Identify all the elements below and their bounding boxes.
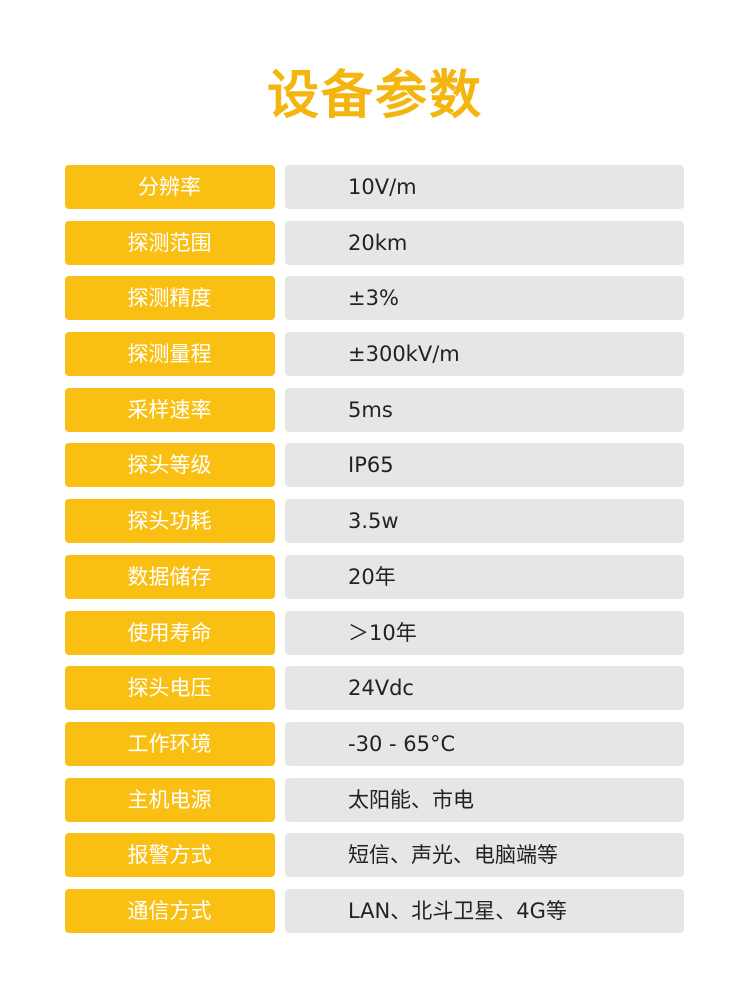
param-value: 3.5w (285, 499, 684, 544)
param-value: -30 - 65°C (285, 721, 684, 766)
param-label: 工作环境 (65, 721, 275, 766)
param-row: 主机电源 太阳能、市电 (65, 777, 685, 822)
param-row: 探测范围 20km (65, 220, 685, 265)
param-row: 探测精度 ±3% (65, 276, 685, 321)
param-label: 主机电源 (65, 777, 275, 822)
param-label: 探头电压 (65, 666, 275, 711)
param-label: 通信方式 (65, 888, 275, 933)
param-value: ±3% (285, 276, 684, 321)
params-table: 分辨率 10V/m 探测范围 20km 探测精度 ±3% 探测量程 ±300kV/m 采样速率 5… (65, 165, 685, 945)
param-row: 通信方式 LAN、北斗卫星、4G等 (65, 888, 685, 933)
param-label: 探测精度 (65, 276, 275, 321)
param-label: 采样速率 (65, 387, 275, 432)
param-label: 探头功耗 (65, 499, 275, 544)
param-value: 20年 (285, 554, 684, 599)
param-row: 报警方式 短信、声光、电脑端等 (65, 833, 685, 878)
param-label: 报警方式 (65, 833, 275, 878)
param-value: 5ms (285, 387, 684, 432)
param-label: 分辨率 (65, 165, 275, 209)
param-value: 短信、声光、电脑端等 (285, 833, 684, 878)
param-value: IP65 (285, 443, 684, 488)
param-value: 太阳能、市电 (285, 777, 684, 822)
page-title: 设备参数 (266, 66, 483, 126)
param-row: 采样速率 5ms (65, 387, 685, 432)
param-row: 探头等级 IP65 (65, 443, 685, 488)
param-row: 数据储存 20年 (65, 554, 685, 599)
param-value: 20km (285, 220, 684, 265)
param-value: ＞10年 (285, 610, 684, 655)
param-row: 探头电压 24Vdc (65, 666, 685, 711)
param-label: 探测范围 (65, 220, 275, 265)
param-row: 探头功耗 3.5w (65, 499, 685, 544)
param-value: 24Vdc (285, 666, 684, 711)
param-row: 探测量程 ±300kV/m (65, 332, 685, 377)
param-row: 使用寿命 ＞10年 (65, 610, 685, 655)
param-row: 分辨率 10V/m (65, 165, 685, 209)
param-row: 工作环境 -30 - 65°C (65, 721, 685, 766)
param-label: 探头等级 (65, 443, 275, 488)
param-label: 探测量程 (65, 332, 275, 377)
param-value: 10V/m (285, 165, 684, 209)
param-label: 使用寿命 (65, 610, 275, 655)
param-value: ±300kV/m (285, 332, 684, 377)
param-label: 数据储存 (65, 554, 275, 599)
param-value: LAN、北斗卫星、4G等 (285, 888, 684, 933)
